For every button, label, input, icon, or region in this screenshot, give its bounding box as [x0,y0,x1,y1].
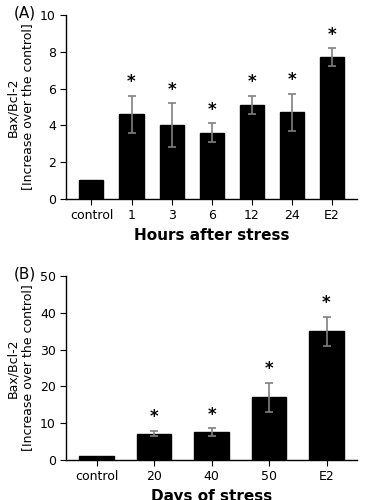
Bar [240,105,263,199]
Bar [280,112,304,199]
Bar [194,432,229,460]
Bar [309,332,344,460]
X-axis label: Days of stress: Days of stress [151,489,272,500]
Text: *: * [127,74,136,92]
Text: *: * [265,360,273,378]
Bar [160,126,184,199]
Bar [137,434,171,460]
Y-axis label: Bax/Bcl-2
[Increase over the control]: Bax/Bcl-2 [Increase over the control] [6,284,34,452]
Y-axis label: Bax/Bcl-2
[Increase over the control]: Bax/Bcl-2 [Increase over the control] [6,24,34,190]
Text: *: * [207,406,216,424]
Bar [199,132,224,199]
Text: *: * [247,74,256,92]
Text: *: * [207,101,216,119]
Bar [120,114,144,199]
Text: (A): (A) [14,6,36,21]
Text: (B): (B) [14,267,36,282]
Bar [79,180,103,199]
Text: *: * [322,294,331,312]
Text: *: * [328,26,336,44]
Bar [320,58,344,199]
Text: *: * [150,408,159,426]
Bar [79,456,114,460]
Text: *: * [287,72,296,90]
X-axis label: Hours after stress: Hours after stress [134,228,289,243]
Bar [252,398,286,460]
Text: *: * [167,80,176,98]
